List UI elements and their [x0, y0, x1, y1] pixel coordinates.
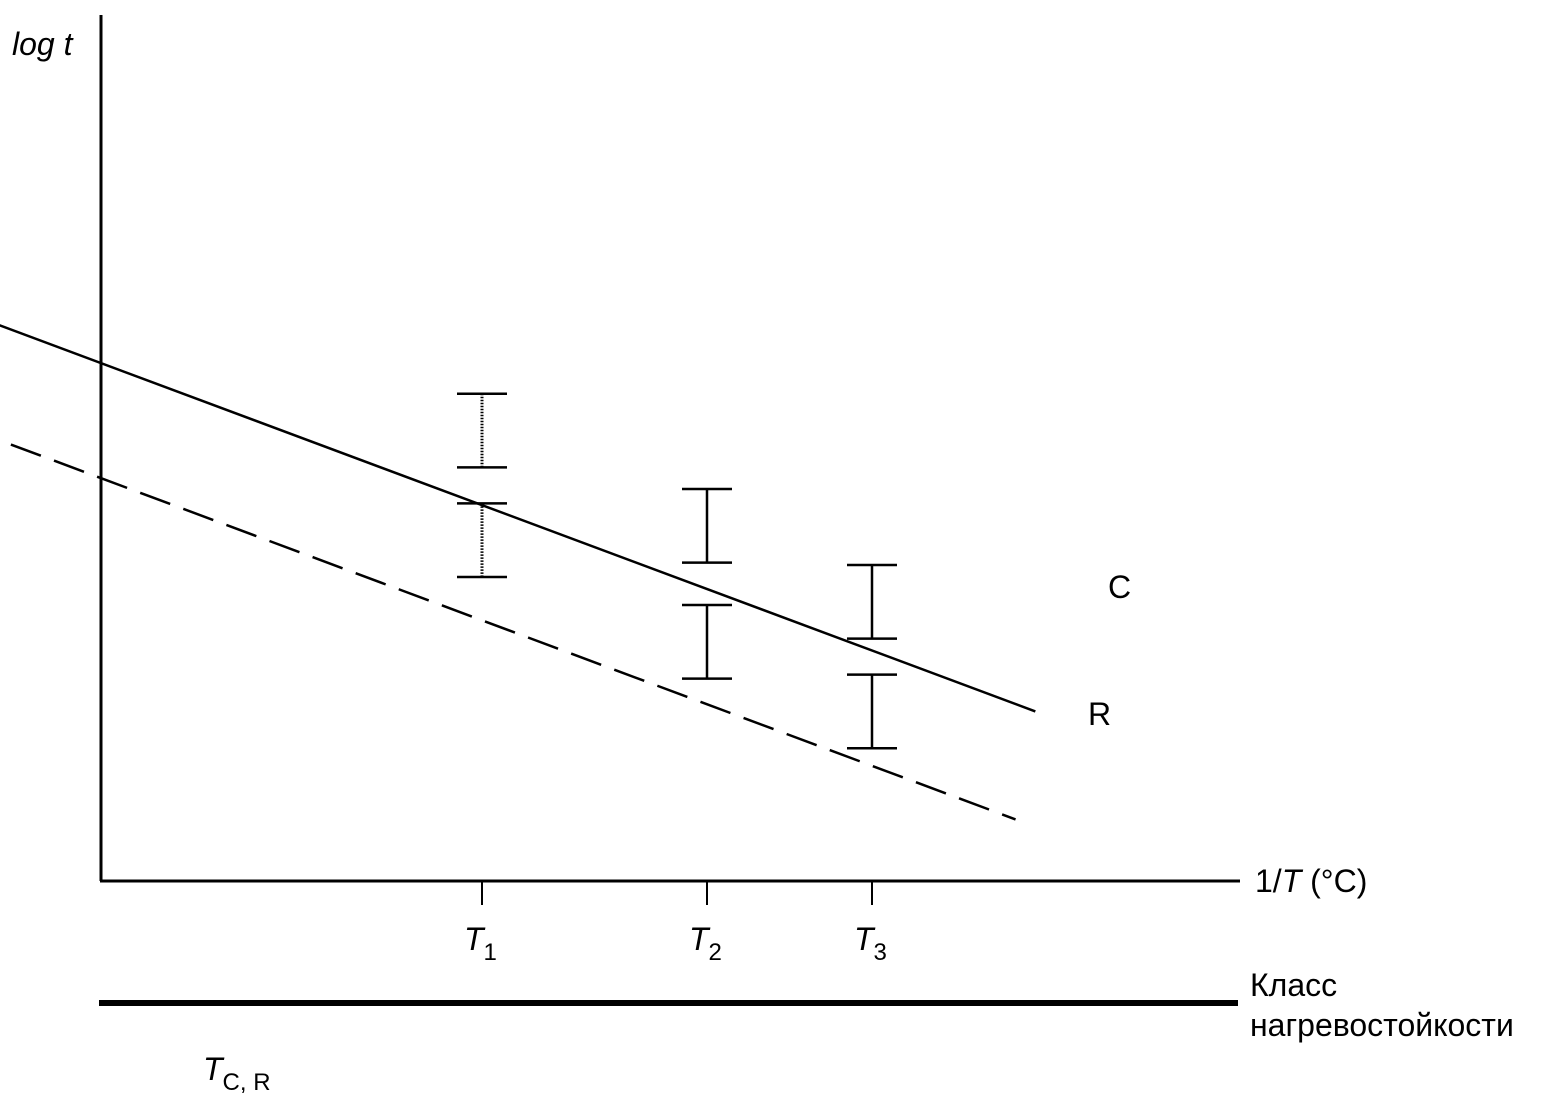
error-bar-c-1	[457, 392, 507, 469]
series-lines	[0, 324, 1036, 821]
error-bar-c-2	[682, 487, 732, 564]
x-axis-label-var: T	[1282, 863, 1304, 899]
scale-label-line2: нагревостойкости	[1250, 1007, 1514, 1043]
x-tick-label-t1: T1	[464, 921, 497, 966]
series-line-c	[0, 324, 1036, 713]
y-axis-label: log t	[12, 26, 74, 62]
series-label-r: R	[1088, 696, 1111, 732]
x-axis-label: 1/T (°C)	[1255, 863, 1367, 899]
class-scale	[99, 1000, 1238, 1006]
crossing-label: TC, R	[203, 1051, 271, 1096]
series-label-c: C	[1108, 569, 1131, 605]
error-bars	[457, 392, 897, 750]
x-tick-label-t3: T3	[854, 921, 887, 966]
x-axis-label-unit: (°C)	[1301, 863, 1367, 899]
x-tick-label-t2: T2	[689, 921, 722, 966]
error-bar-c-3	[847, 563, 897, 640]
error-bar-r-3	[847, 673, 897, 750]
scale-label-line1: Класс	[1250, 967, 1337, 1003]
series-line-r	[0, 439, 1016, 821]
axes	[99, 15, 1240, 905]
error-bar-r-1	[457, 502, 507, 579]
x-axis-label-prefix: 1/	[1255, 863, 1282, 899]
error-bar-r-2	[682, 603, 732, 680]
